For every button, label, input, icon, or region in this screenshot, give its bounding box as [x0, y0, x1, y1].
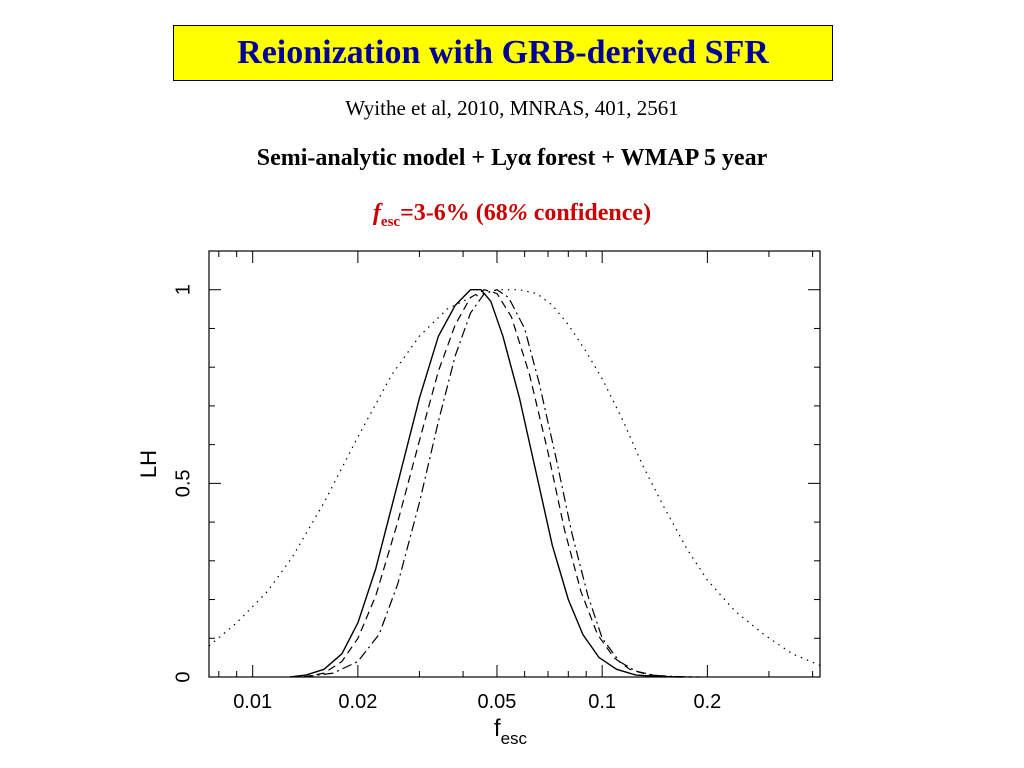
- x-tick-label: 0.1: [588, 691, 616, 713]
- confidence-result: fesc=3-6% (68% confidence): [0, 200, 1024, 231]
- x-tick-label: 0.2: [693, 691, 721, 713]
- f-symbol: f: [372, 200, 381, 226]
- slide-title: Reionization with GRB-derived SFR: [237, 34, 769, 71]
- citation: Wyithe et al, 2010, MNRAS, 401, 2561: [345, 96, 679, 120]
- y-tick-label: 1: [172, 284, 194, 295]
- series-line-dashed: [303, 289, 692, 678]
- title-box: Reionization with GRB-derived SFR: [173, 25, 833, 81]
- axis-ticks: [209, 251, 820, 678]
- x-axis-label: fesc: [494, 715, 528, 748]
- model-description: Semi-analytic model + Lyα forest + WMAP …: [0, 145, 1024, 172]
- plot-frame: [208, 250, 821, 678]
- percent-sign: %: [507, 200, 528, 226]
- confidence-rest: confidence): [527, 200, 652, 226]
- axis-labels: 0.01 0.02 0.05 0.1 0.2 0 0.5 1 LH fesc: [136, 284, 721, 748]
- x-tick-label: 0.05: [477, 691, 516, 713]
- x-tick-label: 0.02: [338, 691, 377, 713]
- y-tick-label: 0: [172, 671, 194, 682]
- series-line-solid: [290, 289, 683, 678]
- y-axis-label: LH: [136, 450, 161, 478]
- confidence-range: =3-6%: [400, 200, 470, 226]
- series-group: [208, 289, 821, 678]
- model-prefix: Semi-analytic model + Ly: [256, 145, 518, 171]
- x-tick-label: 0.01: [233, 691, 272, 713]
- f-subscript: esc: [380, 213, 401, 230]
- alpha-symbol: α: [517, 145, 532, 171]
- series-line-dotted: [208, 289, 821, 666]
- model-suffix: forest + WMAP 5 year: [531, 145, 768, 171]
- series-line-dashdot: [303, 289, 700, 678]
- confidence-paren: (68: [469, 200, 508, 226]
- y-tick-label: 0.5: [172, 469, 194, 497]
